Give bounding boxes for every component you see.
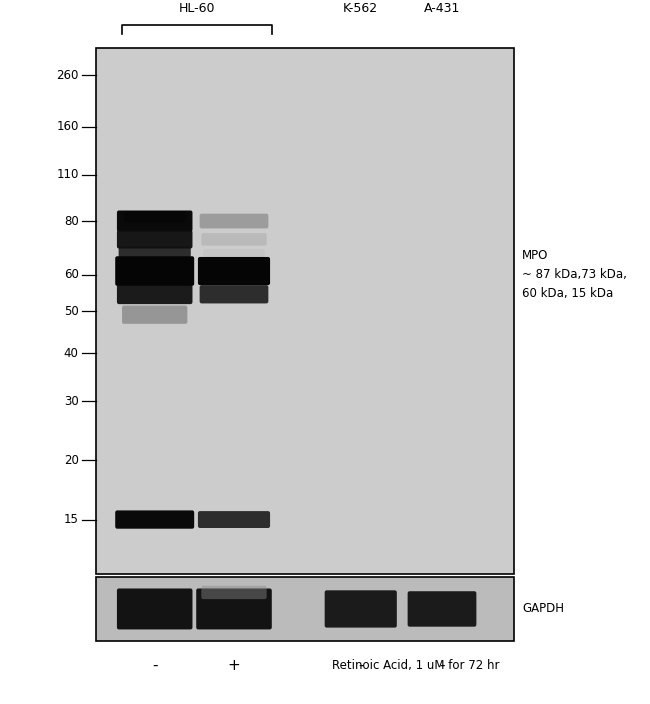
FancyBboxPatch shape — [117, 284, 192, 304]
Text: A-431: A-431 — [424, 3, 460, 15]
Text: MPO
~ 87 kDa,73 kDa,
60 kDa, 15 kDa: MPO ~ 87 kDa,73 kDa, 60 kDa, 15 kDa — [522, 249, 627, 300]
FancyBboxPatch shape — [117, 210, 192, 232]
Text: 30: 30 — [64, 395, 79, 408]
Text: 40: 40 — [64, 347, 79, 360]
Text: Retinoic Acid, 1 uM for 72 hr: Retinoic Acid, 1 uM for 72 hr — [332, 659, 499, 672]
FancyBboxPatch shape — [118, 246, 191, 263]
Text: 15: 15 — [64, 513, 79, 526]
Text: HL-60: HL-60 — [179, 3, 215, 15]
Text: +: + — [227, 658, 240, 673]
Text: -: - — [439, 658, 445, 673]
FancyBboxPatch shape — [117, 230, 192, 249]
Text: -: - — [152, 658, 157, 673]
FancyBboxPatch shape — [198, 511, 270, 528]
Text: K-562: K-562 — [343, 3, 378, 15]
Text: 50: 50 — [64, 305, 79, 318]
FancyBboxPatch shape — [198, 257, 270, 285]
Text: 60: 60 — [64, 268, 79, 281]
FancyBboxPatch shape — [408, 591, 476, 627]
Text: 80: 80 — [64, 215, 79, 227]
FancyBboxPatch shape — [200, 285, 268, 303]
FancyBboxPatch shape — [122, 306, 187, 324]
Text: -: - — [358, 658, 363, 673]
FancyBboxPatch shape — [115, 510, 194, 529]
FancyBboxPatch shape — [124, 211, 186, 222]
FancyBboxPatch shape — [115, 256, 194, 286]
Text: 20: 20 — [64, 454, 79, 467]
Text: 110: 110 — [57, 168, 79, 181]
FancyBboxPatch shape — [325, 591, 396, 627]
Text: GAPDH: GAPDH — [522, 603, 564, 615]
Text: 160: 160 — [57, 120, 79, 133]
FancyBboxPatch shape — [200, 213, 268, 228]
FancyBboxPatch shape — [196, 589, 272, 629]
Text: 260: 260 — [57, 69, 79, 82]
FancyBboxPatch shape — [203, 249, 265, 260]
FancyBboxPatch shape — [202, 233, 266, 246]
FancyBboxPatch shape — [202, 586, 266, 599]
FancyBboxPatch shape — [96, 48, 514, 574]
FancyBboxPatch shape — [96, 577, 514, 641]
FancyBboxPatch shape — [117, 589, 192, 629]
